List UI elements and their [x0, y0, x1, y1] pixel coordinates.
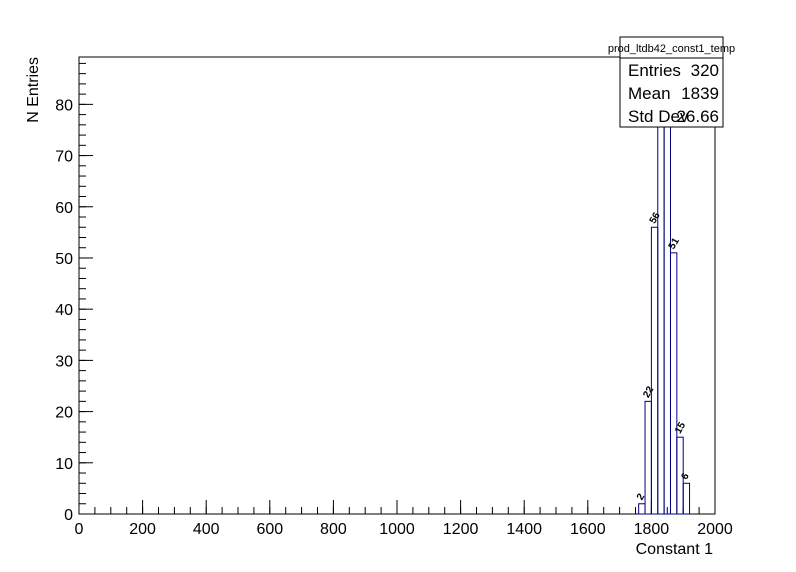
stats-value: 1839	[681, 84, 719, 103]
bar	[682, 482, 691, 515]
stats-frame	[619, 36, 724, 128]
stats-title: prod_ltdb42_const1_temp	[608, 43, 735, 55]
data-label: 51	[667, 236, 682, 252]
data-label: 22	[641, 384, 656, 400]
x-tick-label: 400	[193, 521, 220, 538]
x-tick-label: 200	[129, 521, 156, 538]
stats-label: Entries	[628, 61, 681, 80]
data-label: 6	[679, 471, 692, 482]
x-tick-label: 2000	[697, 521, 733, 538]
x-tick-label: 0	[75, 521, 84, 538]
bar	[638, 503, 646, 515]
y-tick-label: 20	[55, 405, 73, 422]
x-tick-label: 1800	[634, 521, 670, 538]
stats-label: Mean	[628, 84, 671, 103]
bar	[663, 88, 671, 515]
x-tick-label: 1400	[506, 521, 542, 538]
x-tick-label: 1600	[570, 521, 606, 538]
y-tick-label: 50	[55, 251, 73, 268]
stats-value: 26.66	[676, 107, 719, 126]
x-axis-title: Constant 1	[636, 541, 713, 558]
y-tick-label: 70	[55, 149, 73, 166]
x-tick-label: 1000	[379, 521, 415, 538]
y-tick-label: 30	[55, 353, 73, 370]
data-label: 2	[635, 492, 648, 503]
data-label: 15	[673, 420, 688, 436]
data-label: 56	[648, 210, 663, 226]
bar	[650, 226, 659, 515]
x-tick-label: 1200	[443, 521, 479, 538]
bar	[676, 436, 684, 515]
x-tick-label: 600	[256, 521, 283, 538]
y-tick-label: 80	[55, 97, 73, 114]
stats-label: Std Dev	[628, 107, 689, 126]
y-tick-label: 60	[55, 200, 73, 217]
y-tick-label: 0	[64, 507, 73, 524]
x-tick-label: 800	[320, 521, 347, 538]
y-tick-label: 40	[55, 302, 73, 319]
bar	[669, 252, 678, 515]
bar	[657, 78, 665, 515]
stats-value: 320	[691, 61, 719, 80]
y-axis-title: N Entries	[25, 57, 42, 123]
y-tick-label: 10	[55, 456, 73, 473]
stats-box: prod_ltdb42_const1_temp Entries 320 Mean 183…	[608, 36, 735, 128]
